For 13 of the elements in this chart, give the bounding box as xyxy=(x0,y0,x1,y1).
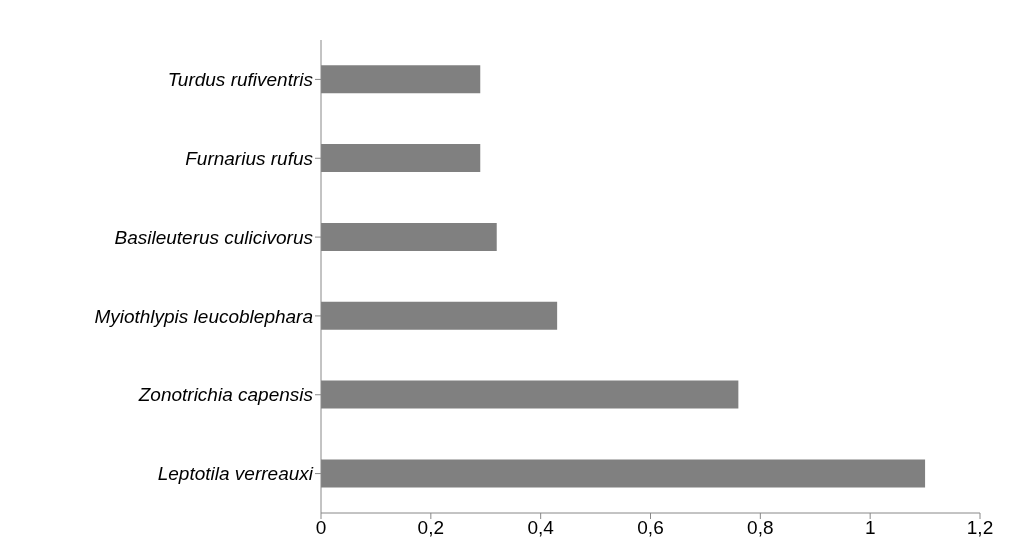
y-tick-label: Zonotrichia capensis xyxy=(137,384,314,406)
x-tick-label: 0,4 xyxy=(527,517,555,539)
x-tick-label: 1 xyxy=(864,517,876,539)
x-tick-label: 0,8 xyxy=(747,517,774,539)
x-tick-label: 0,6 xyxy=(637,517,664,539)
y-tick-label: Basileuterus culicivorus xyxy=(114,226,314,248)
x-tick-label: 0,2 xyxy=(417,517,445,539)
y-tick-label: Myiothlypis leucoblephara xyxy=(94,305,313,327)
y-tick-label: Furnarius rufus xyxy=(185,147,314,169)
y-tick-label: Turdus rufiventris xyxy=(167,69,314,91)
x-tick-label: 1,2 xyxy=(966,517,994,539)
y-tick-label: Leptotila verreauxi xyxy=(157,463,314,485)
x-tick-label: 0 xyxy=(315,517,327,539)
